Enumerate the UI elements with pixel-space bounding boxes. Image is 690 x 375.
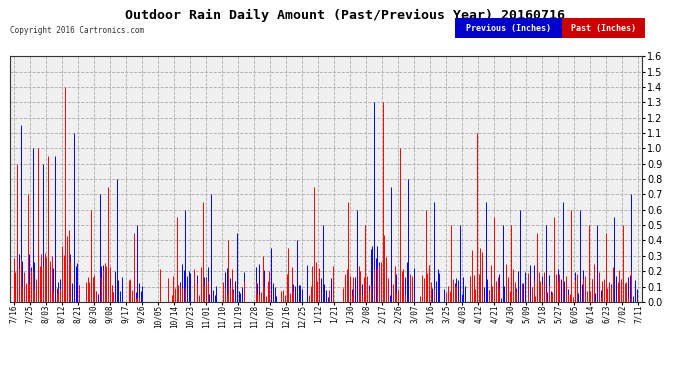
Text: Past (Inches): Past (Inches)	[571, 24, 636, 33]
Text: Previous (Inches): Previous (Inches)	[466, 24, 551, 33]
Text: Copyright 2016 Cartronics.com: Copyright 2016 Cartronics.com	[10, 26, 144, 35]
Text: Outdoor Rain Daily Amount (Past/Previous Year) 20160716: Outdoor Rain Daily Amount (Past/Previous…	[125, 9, 565, 22]
